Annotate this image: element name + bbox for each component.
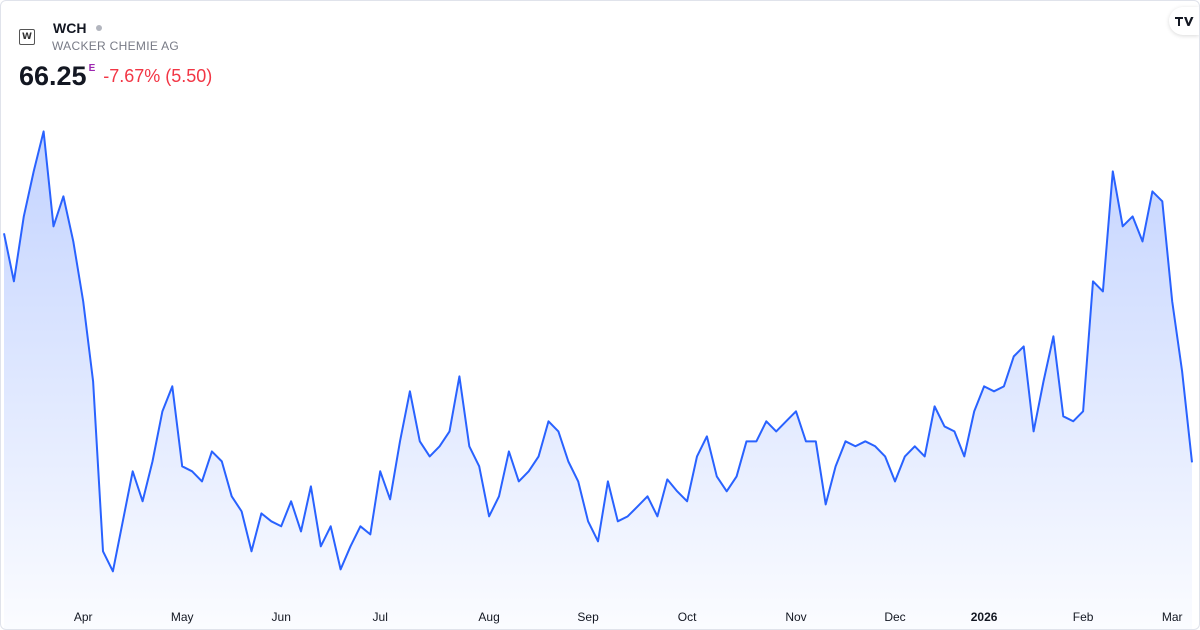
x-tick-label: Dec xyxy=(884,610,905,624)
x-tick-label: Oct xyxy=(678,610,697,624)
x-tick-label: Aug xyxy=(478,610,499,624)
x-tick-label: Jun xyxy=(272,610,291,624)
x-tick-label: Feb xyxy=(1073,610,1094,624)
x-tick-label: May xyxy=(171,610,194,624)
tradingview-logo[interactable] xyxy=(1169,7,1199,35)
price-flag: E xyxy=(88,63,96,74)
x-tick-label: Apr xyxy=(74,610,93,624)
x-tick-label: Sep xyxy=(577,610,599,624)
symbol[interactable]: WCH xyxy=(53,20,87,36)
x-tick-label: 2026 xyxy=(971,610,998,624)
price-row: 66.25 E -7.67% (5.50) xyxy=(19,61,212,92)
status-dot xyxy=(96,25,103,31)
area-fill xyxy=(4,131,1192,629)
price: 66.25 xyxy=(19,61,87,91)
x-tick-label: Mar xyxy=(1162,610,1183,624)
price-change: -7.67% (5.50) xyxy=(103,66,213,86)
x-tick-label: Nov xyxy=(785,610,806,624)
tv-glyph xyxy=(1175,17,1194,26)
x-tick-label: Jul xyxy=(373,610,388,624)
price-line xyxy=(3,130,1193,573)
symbol-row: W WCH xyxy=(19,11,212,45)
company-name: WACKER CHEMIE AG xyxy=(52,39,180,53)
tv-icon xyxy=(1175,17,1194,26)
company-logo: W xyxy=(19,29,35,45)
header: W WCH WACKER CHEMIE AG 66.25 E -7.67% (5… xyxy=(19,11,212,92)
